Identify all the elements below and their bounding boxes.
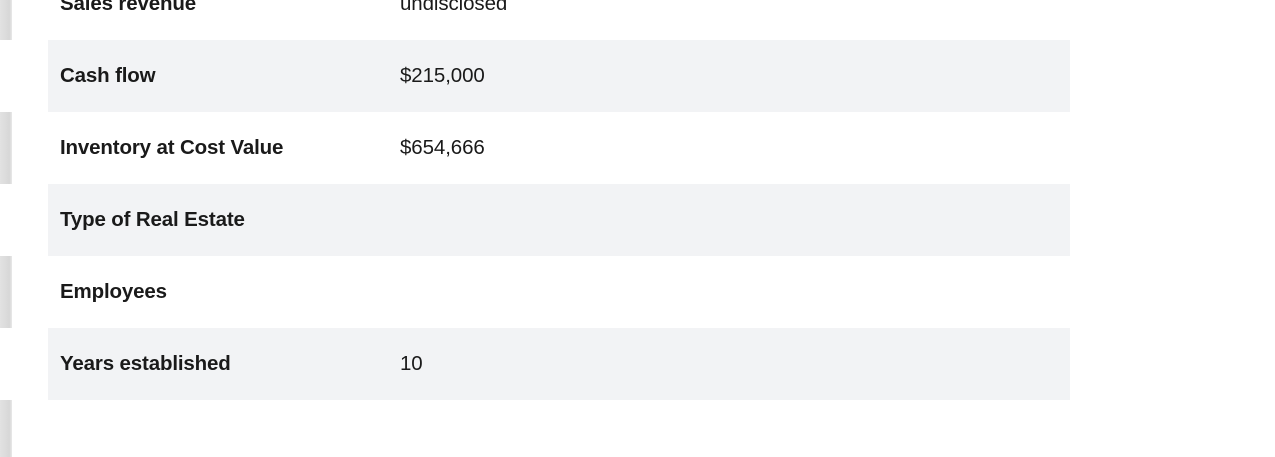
table-row: Inventory at Cost Value $654,666 <box>0 112 1275 184</box>
row-label: Years established <box>60 351 231 375</box>
row-label: Sales revenue <box>60 0 196 15</box>
table-row: Employees <box>0 256 1275 328</box>
row-value: 10 <box>400 351 423 375</box>
row-label: Inventory at Cost Value <box>60 135 284 159</box>
row-value: undisclosed <box>400 0 508 15</box>
row-label: Type of Real Estate <box>60 207 245 231</box>
row-value: $654,666 <box>400 135 485 159</box>
row-value: $215,000 <box>400 63 485 87</box>
table-row: Type of Real Estate <box>0 184 1275 256</box>
table-row: Sales revenue undisclosed <box>0 0 1275 40</box>
table-row: Years established 10 <box>0 328 1275 400</box>
table-row: Cash flow $215,000 <box>0 40 1275 112</box>
row-label: Cash flow <box>60 63 156 87</box>
row-label: Employees <box>60 279 167 303</box>
business-details-table: Asking Price $1,195,000 Sales revenue un… <box>0 0 1275 400</box>
